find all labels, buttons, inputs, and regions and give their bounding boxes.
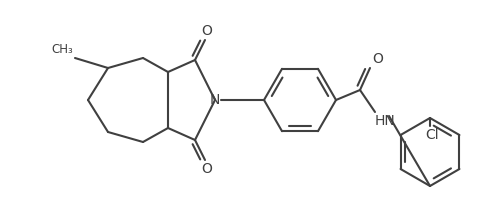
Text: O: O bbox=[201, 24, 212, 38]
Text: CH₃: CH₃ bbox=[51, 43, 73, 56]
Text: O: O bbox=[201, 162, 212, 176]
Text: O: O bbox=[372, 52, 383, 66]
Text: N: N bbox=[210, 93, 220, 107]
Text: HN: HN bbox=[375, 114, 396, 128]
Text: Cl: Cl bbox=[425, 128, 439, 142]
